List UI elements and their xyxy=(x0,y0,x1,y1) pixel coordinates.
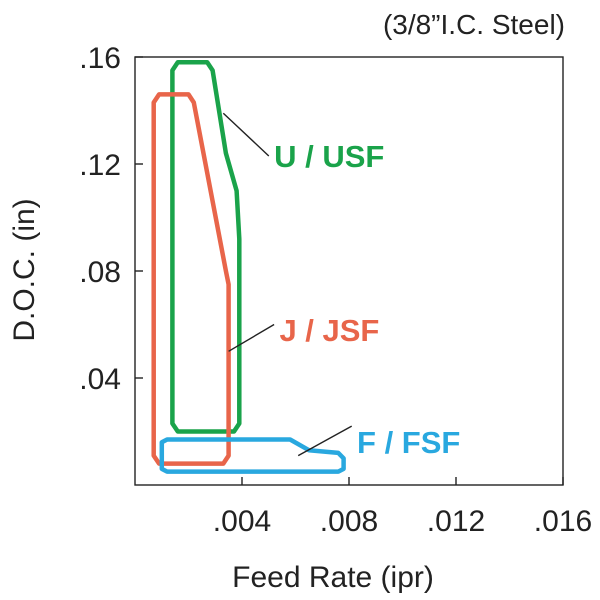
x-tick-label: .004 xyxy=(213,505,271,538)
y-tick-label: .16 xyxy=(79,42,121,75)
region-label-f-fsf: F / FSF xyxy=(357,425,460,460)
regions: U / USF J / JSF F / FSF xyxy=(151,60,460,474)
region-f-fsf xyxy=(159,437,346,474)
y-tick-label: .12 xyxy=(79,149,121,182)
leader-line-j-jsf xyxy=(228,323,275,352)
x-tick-label: .008 xyxy=(320,505,378,538)
x-tick-label: .012 xyxy=(427,505,485,538)
leader-line-u-usf xyxy=(222,112,270,157)
region-label-u-usf: U / USF xyxy=(274,139,384,174)
y-tick-label: .08 xyxy=(79,256,121,289)
region-j-jsf xyxy=(151,92,231,466)
region-u-usf xyxy=(170,60,242,434)
x-axis-title: Feed Rate (ipr) xyxy=(232,561,434,594)
chart-note: (3/8”I.C. Steel) xyxy=(383,9,565,40)
x-tick-label: .016 xyxy=(534,505,592,538)
leader-line-f-fsf xyxy=(297,425,353,457)
region-label-j-jsf: J / JSF xyxy=(279,313,379,348)
y-tick-label: .04 xyxy=(79,363,121,396)
axes: .004 .008 .012 .016 .04 .08 .12 .16 xyxy=(79,42,592,538)
y-axis-title: D.O.C. (in) xyxy=(8,198,41,341)
